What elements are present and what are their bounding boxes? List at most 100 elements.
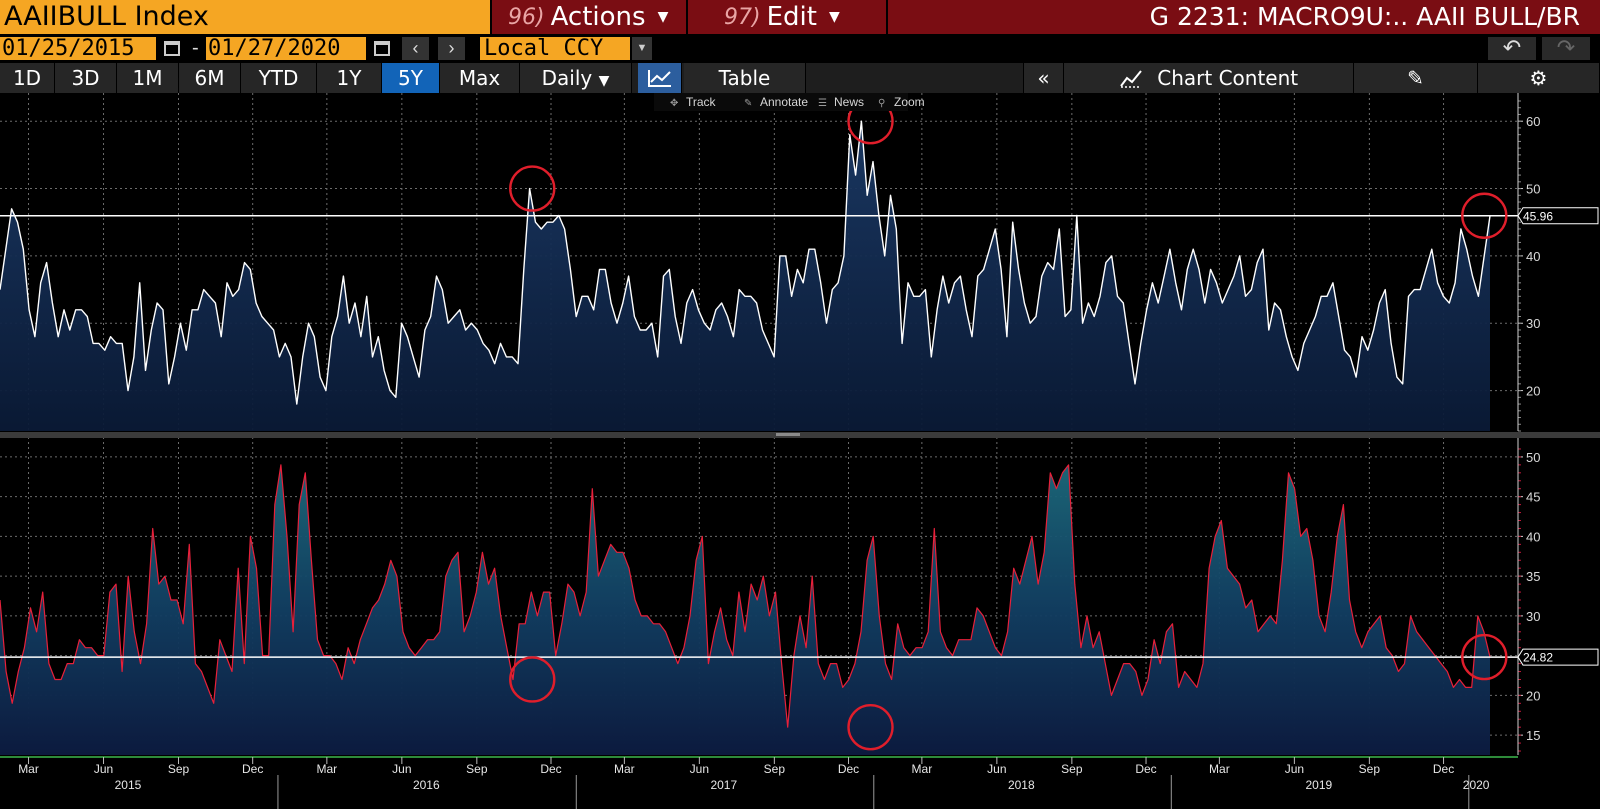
calendar-icon[interactable]: [374, 41, 390, 56]
y-tick-label: 35: [1526, 569, 1540, 584]
range-6m-button[interactable]: 6M: [179, 63, 241, 93]
y-tick-label: 30: [1526, 609, 1540, 624]
x-tick-label: Mar: [1209, 762, 1230, 776]
y-tick-label: 50: [1526, 450, 1540, 465]
actions-shortcut-number: 96): [508, 4, 545, 30]
x-tick-label: Jun: [392, 762, 411, 776]
date-range-bar: 01/25/2015 - 01/27/2020 ‹ › Local CCY ▼ …: [0, 34, 1600, 62]
range-ytd-button[interactable]: YTD: [241, 63, 317, 93]
annotation-circle: [509, 165, 556, 212]
x-tick-label: Dec: [242, 762, 263, 776]
x-tick-label: Sep: [168, 762, 190, 776]
x-tick-label: Jun: [987, 762, 1006, 776]
annotate-tool-label[interactable]: Annotate: [760, 95, 808, 109]
news-tool-label[interactable]: News: [834, 95, 864, 109]
y-tick-label: 15: [1526, 728, 1540, 743]
redo-icon[interactable]: ↷: [1542, 37, 1590, 60]
frequency-dropdown[interactable]: Daily ▼: [520, 63, 632, 93]
panel-divider-handle: [776, 433, 800, 436]
chevron-right-icon[interactable]: ›: [438, 37, 465, 60]
range-1m-button[interactable]: 1M: [117, 63, 179, 93]
chevron-down-icon: ▼: [828, 9, 840, 25]
table-button[interactable]: Table: [684, 63, 806, 93]
y-tick-label: 30: [1526, 316, 1540, 331]
line-chart-icon[interactable]: [638, 63, 682, 93]
last-value-tag: [1517, 648, 1599, 666]
range-toolbar: 1D 3D 1M 6M YTD 1Y 5Y Max Daily ▼ Table …: [0, 63, 1600, 93]
gear-icon[interactable]: ⚙: [1478, 63, 1600, 93]
annotate-icon: ✎: [744, 98, 752, 109]
x-tick-label: Dec: [838, 762, 859, 776]
start-date-input[interactable]: 01/25/2015: [0, 37, 156, 60]
chart-title: G 2231: MACRO9U:.. AAII BULL/BR: [886, 0, 1600, 34]
x-tick-label: Mar: [614, 762, 635, 776]
x-year-label: 2019: [1305, 778, 1332, 792]
collapse-panel-icon[interactable]: «: [1024, 63, 1064, 93]
x-tick-label: Sep: [1061, 762, 1083, 776]
annotation-circle: [847, 703, 894, 751]
edit-menu-button[interactable]: 97) Edit ▼: [686, 0, 886, 34]
x-year-label: 2015: [115, 778, 142, 792]
chart-canvas[interactable]: 203040506045.96152025303540455024.82MarJ…: [0, 93, 1600, 809]
undo-icon[interactable]: ↶: [1488, 37, 1536, 60]
last-value-label: 45.96: [1523, 209, 1553, 223]
x-year-label: 2018: [1008, 778, 1035, 792]
frequency-label: Daily: [541, 66, 593, 90]
range-1d-button[interactable]: 1D: [0, 63, 55, 93]
toolbar-spacer: [806, 63, 1024, 93]
x-tick-label: Dec: [1433, 762, 1454, 776]
last-value-tag: [1517, 207, 1599, 225]
range-1y-button[interactable]: 1Y: [317, 63, 382, 93]
x-tick-label: Sep: [466, 762, 488, 776]
news-icon: ☰: [818, 98, 827, 109]
x-year-label: 2016: [413, 778, 440, 792]
lower-series-line: [0, 464, 1491, 728]
y-tick-label: 40: [1526, 529, 1540, 544]
last-value-label: 24.82: [1523, 651, 1553, 665]
end-date-input[interactable]: 01/27/2020: [206, 37, 366, 60]
x-tick-label: Mar: [18, 762, 39, 776]
x-tick-label: Jun: [94, 762, 113, 776]
edit-chart-icon[interactable]: ✎: [1354, 63, 1478, 93]
zoom-tool-label[interactable]: Zoom: [894, 95, 925, 109]
title-bar: AAIIBULL Index 96) Actions ▼ 97) Edit ▼ …: [0, 0, 1600, 34]
zoom-icon: ⚲: [878, 98, 885, 109]
x-year-label: 2020: [1463, 778, 1490, 792]
chart-content-button[interactable]: Chart Content: [1064, 63, 1354, 93]
currency-select[interactable]: Local CCY: [480, 37, 630, 60]
track-tool-label[interactable]: Track: [686, 95, 717, 109]
y-tick-label: 50: [1526, 182, 1540, 197]
plot-area: [0, 98, 1518, 755]
actions-menu-button[interactable]: 96) Actions ▼: [490, 0, 686, 34]
chevron-left-icon[interactable]: ‹: [402, 37, 429, 60]
annotation-circle: [509, 656, 556, 703]
chevron-down-icon: ▼: [598, 73, 610, 89]
range-3d-button[interactable]: 3D: [55, 63, 117, 93]
edit-shortcut-number: 97): [724, 4, 761, 30]
range-max-button[interactable]: Max: [440, 63, 520, 93]
chevron-down-icon: ▼: [657, 9, 669, 25]
chevron-down-icon[interactable]: ▼: [632, 37, 652, 60]
x-tick-label: Jun: [690, 762, 709, 776]
calendar-icon[interactable]: [164, 41, 180, 56]
y-tick-label: 40: [1526, 249, 1540, 264]
upper-series-area: [0, 121, 1490, 431]
x-axis-background: [0, 755, 1600, 809]
actions-label: Actions: [550, 2, 646, 32]
range-5y-button[interactable]: 5Y: [382, 63, 440, 93]
chart-content-label: Chart Content: [1157, 66, 1299, 90]
chart-content-icon: [1120, 70, 1142, 88]
security-ticker[interactable]: AAIIBULL Index: [0, 0, 490, 34]
upper-series-line: [0, 120, 1491, 405]
annotation-circle: [1461, 633, 1508, 681]
x-tick-label: Mar: [912, 762, 933, 776]
annotation-circle: [1461, 192, 1508, 239]
x-year-label: 2017: [710, 778, 737, 792]
y-tick-label: 20: [1526, 384, 1540, 399]
y-tick-label: 45: [1526, 490, 1540, 505]
y-tick-label: 60: [1526, 114, 1540, 129]
x-tick-label: Dec: [540, 762, 561, 776]
chart-tool-strip: ✥ Track ✎ Annotate ☰ News ⚲ Zoom: [654, 93, 925, 111]
edit-label: Edit: [766, 2, 817, 32]
x-tick-label: Jun: [1285, 762, 1304, 776]
